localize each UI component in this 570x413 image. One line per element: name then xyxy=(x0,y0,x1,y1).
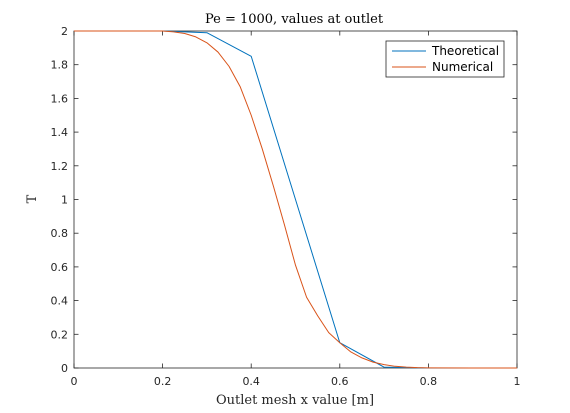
legend-box xyxy=(385,40,505,78)
x-axis-label: Outlet mesh x value [m] xyxy=(216,393,374,408)
y-tick-label: 1.6 xyxy=(51,92,69,105)
y-tick-label: 2 xyxy=(61,25,68,38)
legend-label: Theoretical xyxy=(431,44,499,58)
legend: Theoretical Numerical xyxy=(385,40,505,78)
y-tick-label: 0.8 xyxy=(51,227,69,240)
series-line-numerical xyxy=(74,30,517,369)
x-tick-label: 1 xyxy=(514,375,521,388)
chart-title: Pe = 1000, values at outlet xyxy=(205,12,384,27)
y-tick-label: 0.2 xyxy=(51,328,69,341)
y-axis-label: T xyxy=(25,194,40,203)
y-tick-label: 0.6 xyxy=(51,261,69,274)
y-tick-label: 1.8 xyxy=(51,59,69,72)
x-tick-label: 0 xyxy=(71,375,78,388)
y-tick-label: 0 xyxy=(61,362,68,375)
y-tick-label: 1.4 xyxy=(51,126,69,139)
x-tick-label: 0.6 xyxy=(331,375,349,388)
x-tick-label: 0.2 xyxy=(154,375,172,388)
x-tick-label: 0.4 xyxy=(242,375,260,388)
y-tick-label: 1 xyxy=(61,194,68,207)
legend-label: Numerical xyxy=(432,60,493,74)
y-tick-label: 1.2 xyxy=(51,160,69,173)
axis-ticks: 0 0.2 0.4 0.6 0.8 1 0 0.2 0.4 0.6 0.8 1 1.2 1.4 1.6 1.8… xyxy=(51,25,521,388)
y-tick-label: 0.4 xyxy=(51,295,69,308)
series-lines xyxy=(74,30,517,369)
x-tick-label: 0.8 xyxy=(420,375,438,388)
